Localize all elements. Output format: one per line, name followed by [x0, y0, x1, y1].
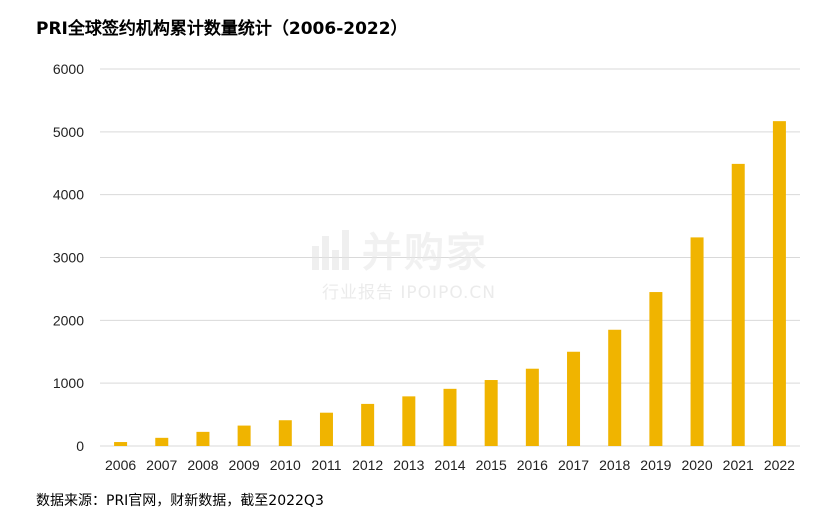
y-tick-label: 6000: [53, 61, 84, 77]
bar-2015: [484, 380, 498, 446]
x-tick-label: 2017: [558, 457, 589, 473]
bar-2014: [443, 388, 457, 446]
bar-2010: [278, 420, 292, 446]
x-tick-label: 2013: [393, 457, 424, 473]
x-tick-label: 2018: [599, 457, 630, 473]
y-tick-label: 2000: [53, 312, 84, 328]
bar-2016: [525, 368, 539, 446]
x-tick-label: 2020: [681, 457, 712, 473]
bar-2009: [237, 425, 251, 446]
x-tick-label: 2016: [517, 457, 548, 473]
x-tick-label: 2014: [434, 457, 465, 473]
y-tick-label: 0: [76, 438, 84, 454]
chart-source: 数据来源：PRI官网，财新数据，截至2022Q3: [36, 493, 324, 509]
x-tick-label: 2011: [311, 457, 341, 473]
x-tick-label: 2022: [764, 457, 795, 473]
y-axis-ticks: 0 1000 2000 3000 4000 5000 6000: [53, 61, 84, 454]
bar-2008: [196, 431, 210, 446]
bar-2018: [608, 329, 622, 446]
x-axis-ticks: 2006 2007 2008 2009 2010 2011 2012 2013 2014 2015…: [105, 457, 795, 473]
x-tick-label: 2009: [229, 457, 260, 473]
x-tick-label: 2008: [187, 457, 218, 473]
x-tick-label: 2007: [146, 457, 177, 473]
bar-2011: [319, 412, 333, 446]
bars: [114, 121, 786, 446]
x-tick-label: 2021: [723, 457, 754, 473]
x-tick-label: 2012: [352, 457, 383, 473]
bar-2017: [567, 351, 581, 446]
bar-2019: [649, 292, 663, 446]
y-tick-label: 1000: [53, 375, 84, 391]
y-tick-label: 4000: [53, 187, 84, 203]
bar-2013: [402, 396, 416, 446]
y-tick-label: 3000: [53, 250, 84, 266]
x-tick-label: 2019: [640, 457, 671, 473]
chart-title: PRI全球签约机构累计数量统计（2006-2022）: [36, 19, 408, 39]
y-tick-label: 5000: [53, 124, 84, 140]
x-tick-label: 2010: [270, 457, 301, 473]
bar-2021: [731, 163, 745, 446]
bar-2020: [690, 237, 704, 446]
bar-2022: [772, 121, 786, 446]
x-tick-label: 2006: [105, 457, 136, 473]
bar-2012: [361, 403, 375, 446]
bar-2007: [155, 437, 169, 446]
bar-2006: [114, 442, 128, 446]
x-tick-label: 2015: [476, 457, 507, 473]
